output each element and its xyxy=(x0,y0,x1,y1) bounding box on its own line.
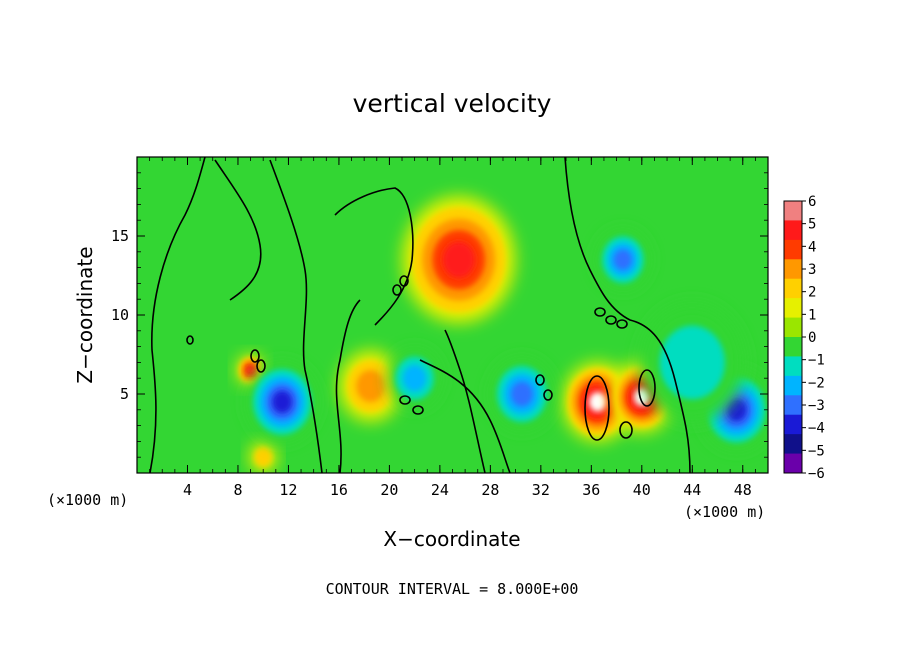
colorbar-label: −2 xyxy=(808,375,825,391)
colorbar-swatch xyxy=(784,375,802,396)
field-cell xyxy=(402,364,427,392)
colorbar-swatch xyxy=(784,434,802,455)
contour-line xyxy=(214,159,262,301)
colorbar-swatch xyxy=(784,356,802,377)
x-tick-label: 48 xyxy=(734,481,752,499)
colorbar-swatch xyxy=(784,395,802,416)
y-axis-label: Z−coordinate xyxy=(73,246,97,383)
contour-line xyxy=(543,389,553,401)
colorbar-swatch xyxy=(784,453,802,474)
contour-line xyxy=(250,349,260,363)
velocity-field xyxy=(236,195,768,473)
x-axis-unit-left: (×1000 m) xyxy=(47,491,128,509)
contour-line xyxy=(399,275,409,287)
x-axis-label: X−coordinate xyxy=(383,527,520,551)
contour-line xyxy=(399,395,411,405)
y-tick-label: 5 xyxy=(120,385,129,403)
colorbar-swatch xyxy=(784,337,802,357)
contour-line xyxy=(149,157,206,473)
contour-line xyxy=(334,187,414,326)
colorbar-label: 2 xyxy=(808,285,816,301)
colorbar-swatch xyxy=(784,220,802,241)
field-cell xyxy=(589,392,607,412)
contour-line xyxy=(335,299,361,473)
x-tick-label: 28 xyxy=(481,481,499,499)
field-cell xyxy=(726,398,747,422)
x-tick-label: 40 xyxy=(633,481,651,499)
contour-line xyxy=(535,374,545,386)
contour-lines xyxy=(149,157,691,473)
field-cell xyxy=(254,447,272,468)
x-tick-label: 44 xyxy=(683,481,701,499)
field-cell xyxy=(272,390,293,414)
colorbar-label: 6 xyxy=(808,194,816,210)
x-axis-ticks: 4 8 12 16 20 24 28 32 36 40 44 48 xyxy=(136,157,769,499)
contour-line xyxy=(256,359,266,373)
x-tick-label: 36 xyxy=(582,481,600,499)
colorbar-label: −6 xyxy=(808,466,825,482)
colorbar-swatch xyxy=(784,201,802,221)
colorbar-label: 4 xyxy=(808,239,816,255)
y-tick-label: 15 xyxy=(111,227,129,245)
colorbar-label: 0 xyxy=(808,330,816,346)
contour-line xyxy=(584,375,610,441)
contour-line xyxy=(594,307,606,317)
x-tick-label: 4 xyxy=(183,481,192,499)
field-cell xyxy=(634,388,650,406)
chart-title: vertical velocity xyxy=(353,89,552,118)
x-tick-label: 32 xyxy=(532,481,550,499)
colorbar-label: −1 xyxy=(808,353,825,369)
contour-line xyxy=(616,319,628,329)
contour-line xyxy=(186,335,194,345)
colorbar-swatch xyxy=(784,298,802,319)
field-cell xyxy=(613,249,633,271)
colorbar-swatch xyxy=(784,414,802,435)
contour-line xyxy=(419,359,511,473)
colorbar-swatch xyxy=(784,239,802,260)
x-tick-label: 20 xyxy=(380,481,398,499)
field-cell xyxy=(442,241,475,278)
x-tick-label: 24 xyxy=(431,481,449,499)
x-tick-label: 8 xyxy=(233,481,242,499)
colorbar-swatch xyxy=(784,317,802,338)
contour-line xyxy=(605,315,617,325)
colorbar-label: −3 xyxy=(808,398,825,414)
contour-interval-note: CONTOUR INTERVAL = 8.000E+00 xyxy=(326,580,579,598)
colorbar: 6 5 4 3 2 1 0 −1 −2 −3 −4 −5 −6 xyxy=(783,194,825,482)
colorbar-label: 1 xyxy=(808,307,816,323)
colorbar-label: −5 xyxy=(808,443,825,459)
colorbar-label: 5 xyxy=(808,217,816,233)
contour-line xyxy=(619,421,633,439)
contour-line xyxy=(392,284,402,296)
contour-line xyxy=(412,405,424,415)
field-cell xyxy=(356,370,385,403)
colorbar-swatch xyxy=(784,259,802,280)
colorbar-swatch xyxy=(784,278,802,299)
x-tick-label: 12 xyxy=(279,481,297,499)
y-axis-ticks: 5 10 15 xyxy=(111,156,768,474)
x-axis-unit-right: (×1000 m) xyxy=(684,503,765,521)
colorbar-label: 3 xyxy=(808,262,816,278)
y-tick-label: 10 xyxy=(111,306,129,324)
field-cell xyxy=(246,365,255,375)
field-cell xyxy=(510,381,533,407)
contour-line xyxy=(638,369,656,407)
contour-line xyxy=(269,159,323,473)
x-tick-label: 16 xyxy=(330,481,348,499)
colorbar-label: −4 xyxy=(808,421,825,437)
contour-line xyxy=(564,157,691,473)
contour-line xyxy=(444,329,486,473)
